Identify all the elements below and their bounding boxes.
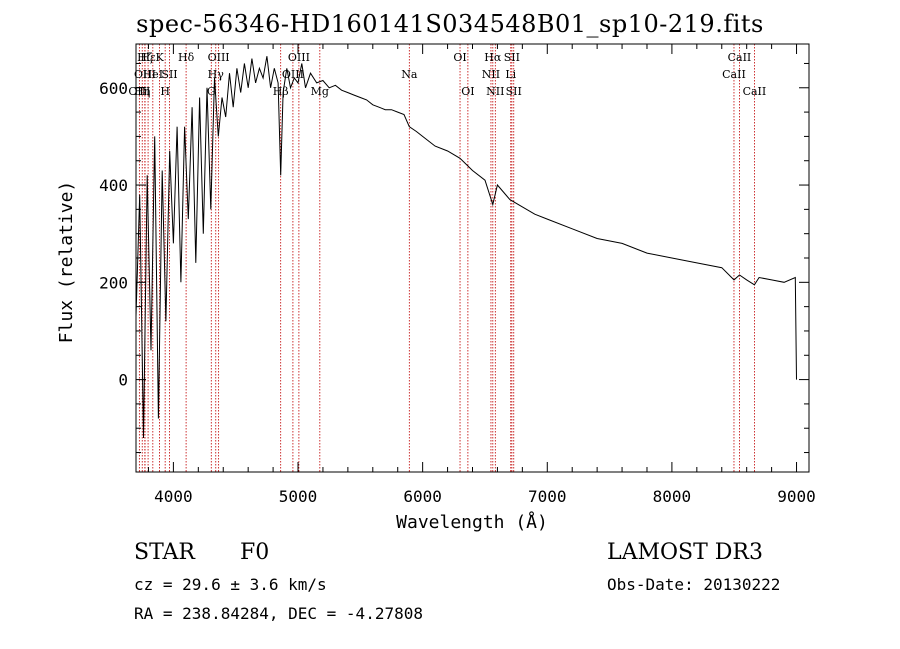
- line-label-8: SII: [161, 68, 177, 81]
- survey-name: LAMOST DR3: [607, 540, 763, 565]
- line-label-22: NII: [486, 85, 504, 98]
- y-axis-label: Flux (relative): [56, 181, 77, 344]
- line-label-26: CaII: [722, 68, 746, 81]
- emission-line-markers: [138, 44, 755, 472]
- x-tick-label: 5000: [279, 487, 318, 506]
- line-label-27: CaII: [728, 51, 752, 64]
- line-label-23: Li: [505, 68, 516, 81]
- line-label-16: Mg: [311, 85, 329, 98]
- spectral-subclass: F0: [240, 540, 270, 565]
- line-label-6: K: [155, 51, 164, 64]
- line-label-18: OI: [453, 51, 466, 64]
- y-tick-label: 0: [118, 371, 128, 390]
- emission-line-labels: OIIIHηHζOIIIHεHeIKHSIIHδGHγOIIIHβOIIIOII…: [128, 51, 766, 98]
- line-label-19: OI: [461, 85, 474, 98]
- line-label-21: Hα: [484, 51, 502, 64]
- x-axis-label: Wavelength (Å): [396, 511, 548, 533]
- line-label-28: CaII: [743, 85, 767, 98]
- page-title: spec-56346-HD160141S034548B01_sp10-219.f…: [136, 10, 764, 38]
- line-label-2: Hζ: [137, 51, 153, 64]
- line-label-15: OIII: [288, 51, 310, 64]
- plot-frame: [135, 43, 810, 473]
- line-label-17: Na: [401, 68, 418, 81]
- redshift-text: cz = 29.6 ± 3.6 km/s: [134, 575, 327, 594]
- line-label-9: Hδ: [178, 51, 195, 64]
- y-tick-label: 600: [99, 79, 128, 98]
- line-label-25: SII: [506, 85, 522, 98]
- x-tick-label: 9000: [777, 487, 816, 506]
- line-label-7: H: [160, 85, 170, 98]
- line-label-24: SII: [504, 51, 520, 64]
- line-label-11: Hγ: [208, 68, 225, 81]
- line-label-13: Hβ: [273, 85, 289, 98]
- obs-date-text: Obs-Date: 20130222: [607, 575, 781, 594]
- x-tick-label: 7000: [528, 487, 567, 506]
- line-label-10: G: [207, 85, 216, 98]
- object-type: STAR: [134, 540, 195, 565]
- line-label-20: NII: [482, 68, 500, 81]
- x-tick-label: 6000: [403, 487, 442, 506]
- line-label-5: HeI: [143, 68, 163, 81]
- y-tick-label: 400: [99, 176, 128, 195]
- axis-ticks: 4000 5000 6000 7000 8000 9000 0 200 400 600: [99, 44, 816, 506]
- y-tick-label: 200: [99, 273, 128, 292]
- line-label-3: OIII: [134, 68, 156, 81]
- coordinates-text: RA = 238.84284, DEC = -4.27808: [134, 604, 423, 623]
- line-label-4: Hε: [140, 51, 156, 64]
- x-tick-label: 8000: [653, 487, 692, 506]
- line-label-1: Hη: [134, 85, 150, 98]
- flux-series-line: [135, 56, 797, 439]
- x-tick-label: 4000: [154, 487, 193, 506]
- line-label-12: OIII: [208, 51, 230, 64]
